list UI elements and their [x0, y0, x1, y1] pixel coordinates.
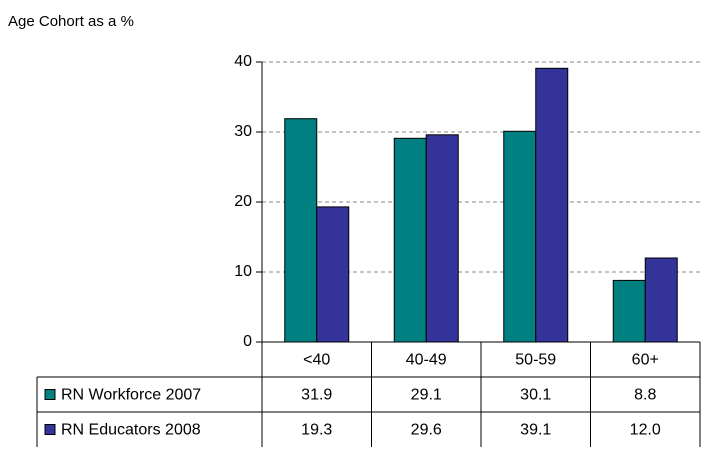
- bar: [316, 206, 350, 343]
- chart-title: Age Cohort as a %: [8, 13, 134, 30]
- y-tick-label: 30: [234, 123, 252, 140]
- bar: [284, 118, 318, 343]
- legend-swatch: [44, 424, 56, 435]
- x-tick-label: 40-49: [406, 352, 447, 369]
- bar: [393, 137, 427, 343]
- bar: [644, 257, 678, 343]
- table-value: 31.9: [301, 387, 332, 404]
- legend-label: RN Workforce 2007: [61, 387, 201, 404]
- table-value: 29.1: [411, 387, 442, 404]
- x-tick-label: 60+: [632, 352, 659, 369]
- table-value: 19.3: [301, 422, 332, 439]
- legend-label: RN Educators 2008: [61, 422, 201, 439]
- table-value: 29.6: [411, 422, 442, 439]
- bar: [503, 130, 537, 343]
- bar: [612, 279, 646, 343]
- bar: [535, 67, 569, 343]
- x-tick-label: 50-59: [515, 352, 556, 369]
- table-value: 30.1: [520, 387, 551, 404]
- table-value: 12.0: [630, 422, 661, 439]
- y-tick-label: 40: [234, 53, 252, 70]
- table-value: 8.8: [634, 387, 656, 404]
- y-tick-label: 20: [234, 193, 252, 210]
- y-tick-label: 0: [243, 333, 252, 350]
- bar: [425, 134, 459, 343]
- y-tick-label: 10: [234, 263, 252, 280]
- legend-swatch: [44, 389, 56, 400]
- x-tick-label: <40: [303, 352, 330, 369]
- table-value: 39.1: [520, 422, 551, 439]
